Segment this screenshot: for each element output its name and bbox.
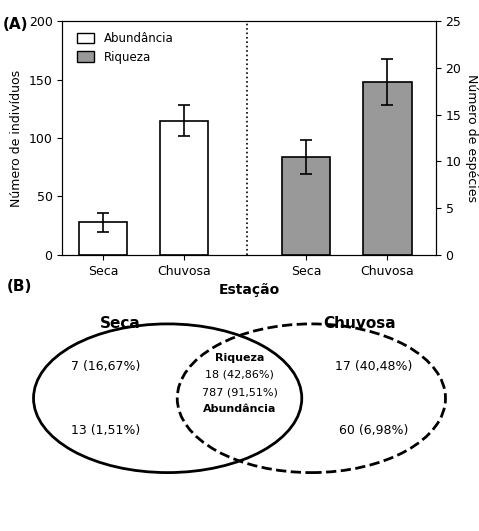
Bar xyxy=(79,222,127,255)
Text: (B): (B) xyxy=(7,279,33,294)
Bar xyxy=(363,82,411,255)
Y-axis label: Número de espécies: Número de espécies xyxy=(465,74,478,202)
Text: 17 (40,48%): 17 (40,48%) xyxy=(335,360,412,373)
Text: 787 (91,51%): 787 (91,51%) xyxy=(202,388,277,398)
Legend: Abundância, Riqueza: Abundância, Riqueza xyxy=(72,27,178,68)
X-axis label: Estação: Estação xyxy=(218,283,280,297)
Text: Chuvosa: Chuvosa xyxy=(323,316,396,331)
Text: Riqueza: Riqueza xyxy=(215,354,264,363)
Text: Abundância: Abundância xyxy=(203,404,276,414)
Text: 60 (6,98%): 60 (6,98%) xyxy=(339,424,408,436)
Y-axis label: Número de indivíduos: Número de indivíduos xyxy=(10,70,23,207)
Text: Seca: Seca xyxy=(99,316,140,331)
Text: 18 (42,86%): 18 (42,86%) xyxy=(205,370,274,379)
Text: (A): (A) xyxy=(2,16,28,31)
Text: 7 (16,67%): 7 (16,67%) xyxy=(71,360,140,373)
Bar xyxy=(282,157,331,255)
Text: 13 (1,51%): 13 (1,51%) xyxy=(71,424,140,436)
Bar xyxy=(160,121,208,255)
